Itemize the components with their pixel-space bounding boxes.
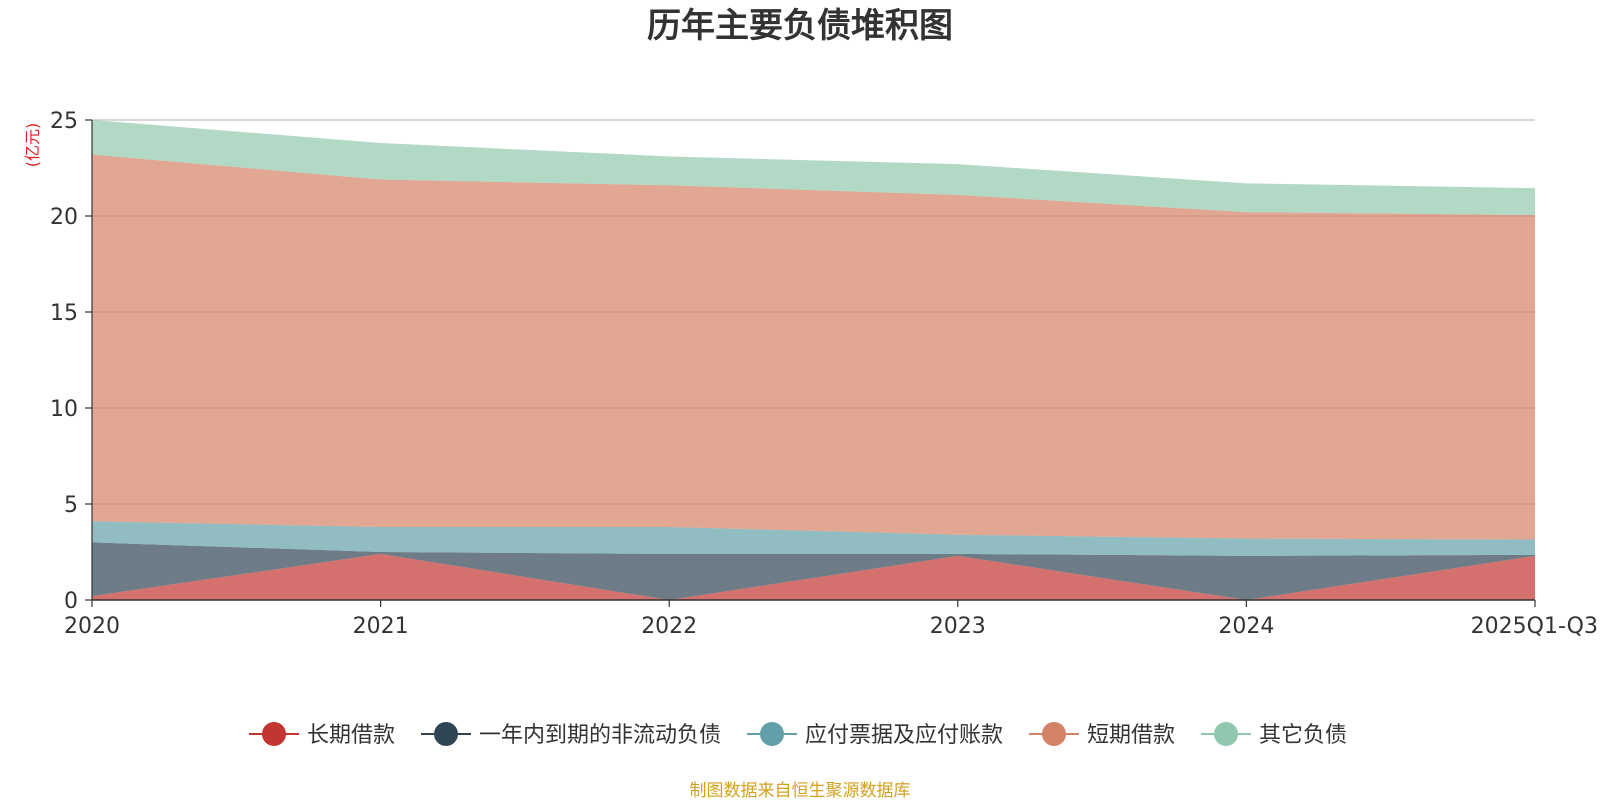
- legend-marker-0: [262, 722, 286, 746]
- legend-marker-3: [1042, 722, 1066, 746]
- y-tick-label-4: 20: [50, 205, 78, 230]
- x-tick-label-2: 2022: [641, 614, 697, 639]
- legend-label-3: 短期借款: [1087, 723, 1175, 748]
- y-axis-unit-label: (亿元): [23, 123, 42, 168]
- legend-item-3[interactable]: 短期借款: [1029, 722, 1175, 748]
- area-series-3: [92, 154, 1535, 540]
- x-tick-label-3: 2023: [930, 614, 986, 639]
- area-series-1: [92, 542, 1535, 600]
- y-tick-label-1: 5: [64, 493, 78, 518]
- legend[interactable]: 长期借款 一年内到期的非流动负债 应付票据及应付账款 短期借款 其它负债: [249, 722, 1347, 748]
- y-tick-label-5: 25: [50, 109, 78, 134]
- area-series-4: [92, 120, 1535, 216]
- legend-label-2: 应付票据及应付账款: [805, 723, 1003, 748]
- x-tick-label-5: 2025Q1-Q3: [1471, 614, 1598, 639]
- area-series-2: [92, 521, 1535, 556]
- x-tick-label-0: 2020: [64, 614, 120, 639]
- chart-title: 历年主要负债堆积图: [647, 6, 953, 46]
- legend-marker-4: [1214, 722, 1238, 746]
- y-tick-label-3: 15: [50, 301, 78, 326]
- area-series-0: [92, 553, 1535, 600]
- area-series: [92, 120, 1535, 600]
- legend-item-4[interactable]: 其它负债: [1201, 722, 1347, 748]
- legend-item-1[interactable]: 一年内到期的非流动负债: [421, 722, 721, 748]
- legend-label-1: 一年内到期的非流动负债: [479, 723, 721, 748]
- legend-marker-1: [434, 722, 458, 746]
- legend-marker-2: [760, 722, 784, 746]
- x-tick-label-4: 2024: [1218, 614, 1274, 639]
- legend-item-0[interactable]: 长期借款: [249, 722, 395, 748]
- axes: 0 5 10 15 20 25 2020 2021 2022 2023 2024 2025Q1-Q3: [50, 109, 1598, 639]
- y-tick-label-2: 10: [50, 397, 78, 422]
- data-source-note: 制图数据来自恒生聚源数据库: [690, 781, 911, 800]
- legend-item-2[interactable]: 应付票据及应付账款: [747, 722, 1003, 748]
- x-tick-label-1: 2021: [353, 614, 409, 639]
- legend-label-4: 其它负债: [1259, 723, 1347, 748]
- y-tick-label-0: 0: [64, 589, 78, 614]
- legend-label-0: 长期借款: [307, 723, 395, 748]
